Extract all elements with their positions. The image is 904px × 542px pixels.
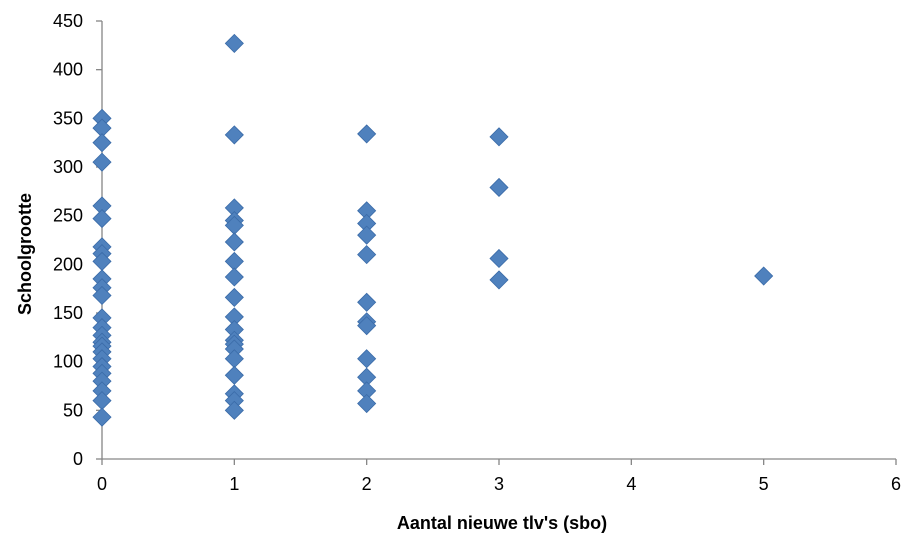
data-point <box>489 248 509 269</box>
tick-labels: 0 50 100 150 200 250 300 350 400 450 0 1 2 3 4 5 6 <box>53 11 901 494</box>
axes <box>96 20 897 465</box>
data-point <box>224 349 244 369</box>
y-tick-label: 350 <box>53 108 83 128</box>
data-point <box>224 33 244 53</box>
y-tick-label: 450 <box>53 11 83 31</box>
y-axis-title: Schoolgrootte <box>15 193 35 315</box>
y-tick-label: 100 <box>53 352 83 372</box>
data-point <box>224 287 244 307</box>
x-axis-title: Aantal nieuwe tlv's (sbo) <box>397 513 607 533</box>
data-point <box>357 225 377 245</box>
x-tick-label: 2 <box>362 474 372 494</box>
data-point <box>224 365 244 385</box>
data-point <box>224 232 244 252</box>
data-point <box>754 266 774 286</box>
data-point <box>357 124 377 144</box>
data-point <box>489 177 509 198</box>
data-point <box>489 270 509 290</box>
data-point <box>357 292 377 312</box>
data-points <box>92 33 774 427</box>
y-tick-label: 150 <box>53 303 83 323</box>
data-point <box>92 391 112 411</box>
x-tick-label: 5 <box>759 474 769 494</box>
x-tick-label: 6 <box>891 474 901 494</box>
data-point <box>92 209 112 229</box>
data-point <box>357 393 377 414</box>
data-point <box>357 349 377 369</box>
data-point <box>92 133 112 153</box>
data-point <box>92 407 112 427</box>
data-point <box>92 285 112 306</box>
data-point <box>357 316 377 336</box>
x-tick-label: 0 <box>97 474 107 494</box>
y-tick-label: 200 <box>53 254 83 274</box>
y-tick-label: 300 <box>53 157 83 177</box>
data-point <box>489 127 509 147</box>
data-point <box>224 267 244 287</box>
x-tick-label: 3 <box>494 474 504 494</box>
x-tick-label: 4 <box>626 474 636 494</box>
x-tick-label: 1 <box>229 474 239 494</box>
y-tick-label: 250 <box>53 206 83 226</box>
data-point <box>224 400 244 420</box>
data-point <box>224 125 244 145</box>
y-tick-label: 0 <box>73 449 83 469</box>
data-point <box>357 245 377 265</box>
y-tick-label: 50 <box>63 400 83 420</box>
y-tick-label: 400 <box>53 60 83 80</box>
data-point <box>92 152 112 172</box>
